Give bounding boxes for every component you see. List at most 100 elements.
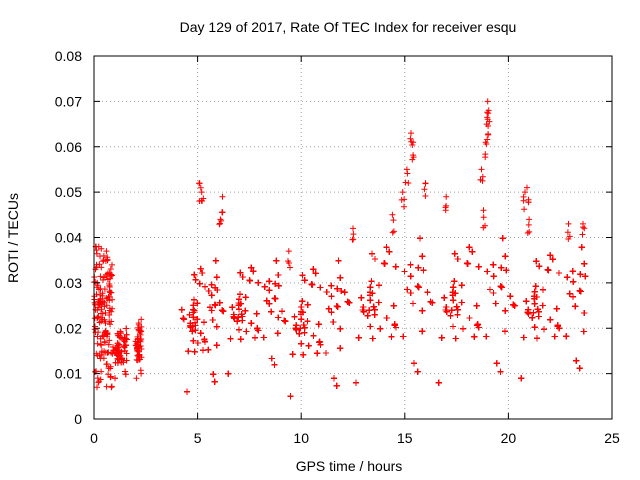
data-point — [576, 287, 583, 294]
data-point — [108, 308, 115, 315]
data-point — [208, 307, 215, 314]
data-point — [300, 322, 307, 328]
data-point — [197, 330, 204, 337]
data-point — [581, 310, 588, 316]
data-point — [202, 283, 208, 290]
data-point — [573, 357, 580, 364]
data-point — [473, 302, 480, 309]
data-point — [272, 280, 279, 287]
data-point — [282, 318, 289, 325]
data-point — [291, 313, 298, 320]
data-point — [485, 123, 492, 129]
data-point — [239, 274, 246, 280]
data-point — [389, 229, 396, 236]
data-point — [197, 265, 204, 272]
data-point — [268, 355, 275, 362]
data-point — [364, 312, 371, 319]
data-point — [451, 250, 458, 257]
y-tick-label: 0 — [74, 411, 82, 427]
data-point — [529, 314, 536, 321]
data-point — [138, 316, 145, 323]
data-point — [102, 349, 109, 356]
chart-title: Day 129 of 2017, Rate Of TEC Index for r… — [180, 19, 517, 35]
y-tick-label: 0.06 — [55, 139, 82, 155]
data-point — [578, 244, 585, 251]
data-point — [447, 312, 454, 319]
data-point — [564, 229, 571, 236]
data-point — [442, 207, 449, 214]
data-point — [299, 309, 306, 316]
data-point — [103, 361, 110, 368]
data-point — [551, 333, 558, 340]
data-point — [97, 285, 104, 292]
data-point — [94, 375, 101, 382]
data-point — [266, 278, 273, 285]
data-point — [316, 339, 323, 346]
data-point — [490, 261, 497, 268]
data-point — [285, 248, 292, 255]
data-point — [219, 307, 226, 314]
data-point — [211, 378, 218, 385]
data-point — [407, 290, 414, 296]
data-point — [545, 267, 552, 274]
data-point — [242, 307, 249, 314]
data-point — [534, 306, 541, 313]
data-point — [404, 286, 411, 293]
data-point — [98, 245, 105, 252]
x-axis-label: GPS time / hours — [296, 458, 403, 474]
data-point — [236, 326, 242, 333]
data-point — [109, 272, 116, 279]
data-point — [484, 268, 491, 275]
data-point — [407, 273, 414, 280]
data-point — [353, 379, 359, 386]
data-point — [549, 256, 556, 263]
data-point — [271, 361, 278, 368]
data-point — [502, 328, 508, 335]
data-point — [97, 296, 104, 303]
data-point — [579, 231, 586, 238]
data-point — [493, 360, 500, 367]
data-point — [107, 365, 114, 372]
data-point — [390, 228, 397, 235]
data-point — [112, 359, 119, 366]
data-point — [246, 277, 253, 284]
data-point — [181, 316, 187, 323]
data-point — [304, 301, 311, 308]
data-point — [201, 319, 207, 326]
data-point — [299, 272, 306, 279]
data-point — [115, 350, 122, 356]
y-tick-label: 0.05 — [55, 184, 82, 200]
data-point — [98, 264, 105, 271]
data-point — [540, 286, 546, 293]
data-point — [479, 177, 486, 184]
data-point — [556, 325, 563, 332]
data-point — [138, 370, 145, 377]
data-point — [369, 290, 376, 297]
data-point — [310, 332, 317, 339]
data-point — [234, 318, 241, 325]
data-point — [109, 296, 116, 303]
data-point — [492, 300, 499, 307]
data-point — [350, 225, 356, 232]
data-point — [581, 260, 588, 267]
data-point — [371, 306, 378, 313]
data-point — [194, 300, 201, 307]
data-point — [471, 333, 478, 340]
data-point — [98, 318, 105, 325]
data-point — [341, 289, 348, 296]
data-point — [198, 189, 205, 196]
data-point — [497, 368, 504, 375]
data-point — [261, 283, 268, 290]
data-point — [108, 318, 115, 325]
data-point — [441, 294, 448, 301]
x-tick-label: 10 — [293, 430, 309, 446]
data-point — [407, 135, 414, 142]
data-point — [304, 318, 311, 325]
data-point — [114, 330, 121, 337]
data-point — [117, 334, 123, 341]
data-point — [581, 225, 588, 232]
data-point — [526, 216, 533, 223]
data-point — [458, 282, 465, 289]
data-point — [191, 271, 198, 278]
data-point — [511, 302, 518, 309]
